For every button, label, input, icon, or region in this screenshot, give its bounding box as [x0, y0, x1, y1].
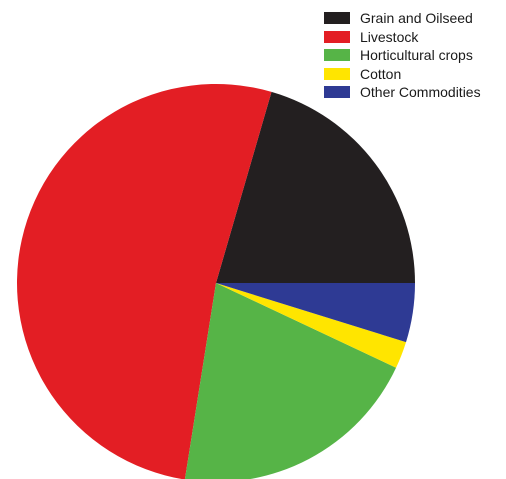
pie-slice-livestock [17, 84, 272, 479]
legend-item-livestock: Livestock [324, 28, 481, 47]
legend-label-horticultural-crops: Horticultural crops [360, 47, 473, 64]
pie-slices [17, 84, 415, 479]
legend-label-livestock: Livestock [360, 28, 419, 45]
legend-item-grain-and-oilseed: Grain and Oilseed [324, 9, 481, 28]
legend-item-other-commodities: Other Commodities [324, 83, 481, 102]
pie-slice-cotton [216, 283, 407, 368]
legend-swatch-livestock [324, 30, 350, 43]
legend-item-horticultural-crops: Horticultural crops [324, 46, 481, 65]
legend-swatch-cotton [324, 67, 350, 80]
legend-label-cotton: Cotton [360, 65, 402, 82]
pie-slice-horticultural-crops [184, 283, 397, 479]
legend-label-grain-and-oilseed: Grain and Oilseed [360, 10, 473, 27]
legend-swatch-grain-and-oilseed [324, 12, 350, 25]
chart-legend: Grain and Oilseed Livestock Horticultura… [324, 9, 481, 102]
pie-slice-grain-and-oilseed [216, 91, 415, 284]
legend-swatch-horticultural-crops [324, 49, 350, 62]
legend-label-other-commodities: Other Commodities [360, 84, 481, 101]
pie-slice-other-commodities [216, 283, 415, 343]
legend-item-cotton: Cotton [324, 65, 481, 84]
legend-swatch-other-commodities [324, 86, 350, 99]
